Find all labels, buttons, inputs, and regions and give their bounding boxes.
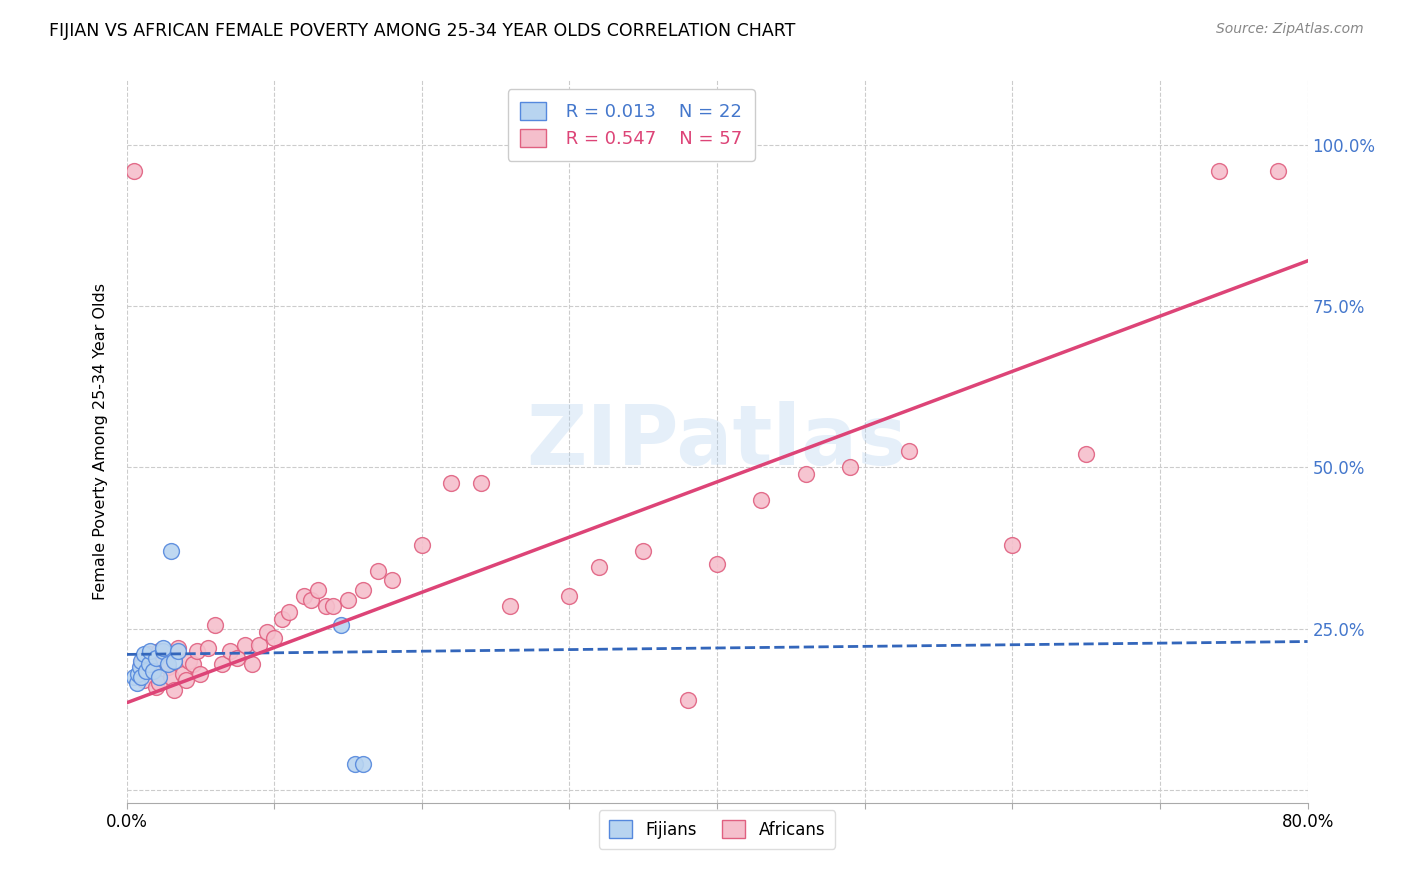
Point — [278, 606, 301, 620]
Point — [142, 664, 165, 678]
Legend: Fijians, Africans: Fijians, Africans — [599, 811, 835, 848]
Point — [367, 564, 389, 578]
Y-axis label: Female Poverty Among 25-34 Year Olds: Female Poverty Among 25-34 Year Olds — [93, 283, 108, 600]
Point — [148, 670, 170, 684]
Point — [1076, 447, 1098, 461]
Point — [751, 492, 773, 507]
Point — [558, 590, 581, 604]
Point — [256, 624, 278, 639]
Point — [148, 644, 170, 658]
Point — [156, 657, 179, 672]
Point — [249, 638, 271, 652]
Point — [197, 640, 219, 655]
Point — [588, 560, 610, 574]
Point — [181, 657, 204, 672]
Point — [352, 582, 374, 597]
Point — [145, 680, 167, 694]
Point — [167, 644, 190, 658]
Point — [233, 638, 256, 652]
Point — [226, 650, 249, 665]
Point — [174, 673, 197, 688]
Point — [499, 599, 522, 613]
Point — [1267, 163, 1289, 178]
Point — [128, 660, 150, 674]
Point — [145, 650, 167, 665]
Text: FIJIAN VS AFRICAN FEMALE POVERTY AMONG 25-34 YEAR OLDS CORRELATION CHART: FIJIAN VS AFRICAN FEMALE POVERTY AMONG 2… — [49, 22, 796, 40]
Point — [440, 476, 463, 491]
Point — [122, 670, 145, 684]
Point — [329, 618, 352, 632]
Point — [299, 592, 322, 607]
Point — [794, 467, 817, 481]
Point — [152, 654, 174, 668]
Point — [381, 573, 404, 587]
Point — [633, 544, 655, 558]
Point — [152, 644, 174, 658]
Point — [125, 676, 148, 690]
Point — [322, 599, 344, 613]
Point — [167, 640, 190, 655]
Point — [706, 557, 728, 571]
Point — [470, 476, 492, 491]
Point — [676, 692, 699, 706]
Text: ZIPatlas: ZIPatlas — [527, 401, 907, 482]
Point — [344, 757, 367, 772]
Point — [315, 599, 337, 613]
Point — [129, 670, 153, 684]
Point — [204, 618, 226, 632]
Point — [308, 582, 330, 597]
Point — [172, 666, 194, 681]
Point — [270, 612, 292, 626]
Point — [337, 592, 360, 607]
Point — [898, 444, 921, 458]
Point — [138, 657, 160, 672]
Point — [134, 648, 156, 662]
Point — [129, 657, 153, 672]
Point — [263, 632, 285, 646]
Point — [148, 676, 170, 690]
Point — [219, 644, 242, 658]
Point — [211, 657, 233, 672]
Point — [160, 544, 183, 558]
Point — [134, 673, 156, 688]
Point — [838, 460, 860, 475]
Point — [188, 666, 212, 681]
Point — [411, 538, 433, 552]
Point — [186, 644, 208, 658]
Point — [138, 648, 160, 662]
Point — [240, 657, 263, 672]
Point — [156, 660, 179, 674]
Point — [292, 590, 315, 604]
Point — [177, 654, 200, 668]
Point — [152, 640, 174, 655]
Point — [1208, 163, 1230, 178]
Point — [129, 654, 153, 668]
Point — [163, 682, 186, 697]
Point — [1001, 538, 1024, 552]
Point — [122, 163, 145, 178]
Point — [160, 670, 183, 684]
Point — [352, 757, 374, 772]
Point — [142, 664, 165, 678]
Point — [135, 664, 157, 678]
Point — [163, 654, 186, 668]
Point — [139, 644, 162, 658]
Point — [127, 666, 149, 681]
Text: Source: ZipAtlas.com: Source: ZipAtlas.com — [1216, 22, 1364, 37]
